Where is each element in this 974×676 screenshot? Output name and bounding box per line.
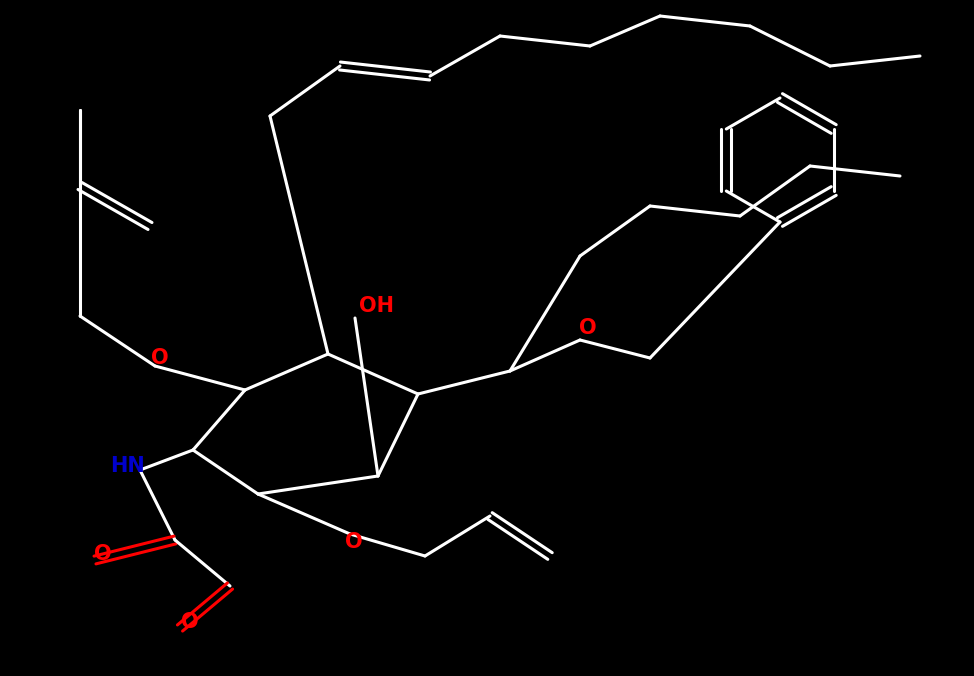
Text: O: O	[580, 318, 597, 338]
Text: O: O	[151, 348, 169, 368]
Text: O: O	[345, 532, 362, 552]
Text: O: O	[94, 544, 112, 564]
Text: OH: OH	[359, 296, 394, 316]
Text: O: O	[181, 612, 199, 632]
Text: HN: HN	[111, 456, 145, 476]
